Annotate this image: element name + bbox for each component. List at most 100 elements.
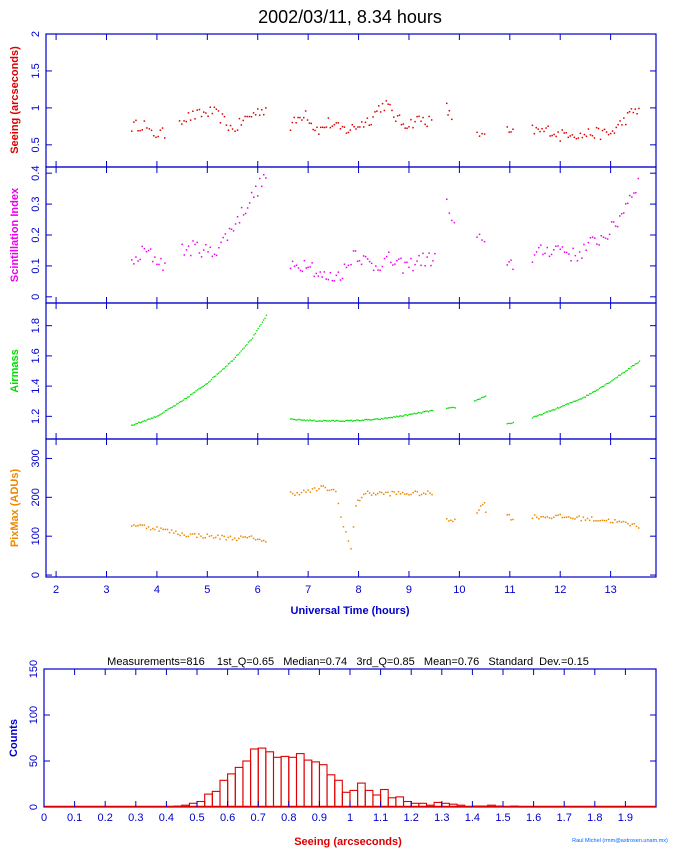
data-point [390, 261, 392, 264]
data-point [364, 255, 367, 258]
data-point [634, 363, 636, 365]
data-point [565, 251, 568, 254]
data-point [263, 319, 265, 321]
data-point [254, 332, 257, 335]
data-point [205, 112, 207, 114]
data-point [184, 398, 186, 400]
hist-bar [311, 761, 321, 808]
data-point [426, 410, 428, 412]
data-point [425, 493, 427, 495]
data-point [637, 362, 639, 364]
data-point [601, 386, 603, 388]
data-point [259, 538, 261, 541]
data-point [563, 251, 566, 253]
data-point [423, 411, 425, 413]
data-point [614, 519, 616, 521]
data-point [303, 419, 305, 421]
data-point [198, 533, 200, 535]
data-point [252, 337, 254, 339]
data-point [343, 420, 345, 423]
data-point [135, 119, 137, 122]
seeing-yticks: 0.5 1 1.5 2 [30, 31, 656, 152]
data-point [156, 415, 158, 418]
data-point [618, 374, 620, 376]
data-point [227, 129, 230, 131]
data-point [213, 253, 216, 255]
data-point [261, 185, 263, 188]
hist-bar [456, 804, 466, 808]
data-point [555, 514, 557, 517]
data-point [584, 396, 587, 398]
data-point [320, 126, 322, 129]
data-point [404, 127, 406, 129]
data-point [181, 532, 183, 534]
data-point [432, 409, 434, 412]
data-point [563, 516, 566, 519]
data-point [541, 128, 543, 130]
data-point [203, 249, 205, 251]
data-point [601, 129, 604, 132]
data-point [191, 393, 193, 395]
data-point [329, 126, 332, 129]
data-point [299, 419, 301, 421]
data-point [583, 243, 585, 246]
data-point [596, 243, 598, 245]
data-point [178, 120, 181, 122]
data-point [396, 415, 398, 417]
data-point [552, 409, 554, 411]
data-point [404, 414, 406, 416]
data-point [409, 413, 411, 415]
data-point [357, 126, 359, 128]
data-point [166, 528, 169, 531]
data-point [389, 103, 391, 106]
hist-bar [257, 747, 267, 808]
data-point [563, 132, 565, 134]
data-point [426, 125, 428, 128]
hist-bar [219, 779, 229, 808]
data-point [370, 123, 372, 126]
data-point [546, 246, 548, 249]
hist-bar [326, 774, 336, 808]
data-point [293, 265, 296, 267]
data-point [397, 491, 400, 493]
hist-bar [280, 755, 290, 808]
data-point [506, 126, 508, 128]
data-point [349, 129, 352, 131]
data-point [402, 415, 405, 417]
data-point [446, 518, 448, 520]
data-point [595, 520, 597, 522]
data-point [598, 244, 600, 246]
time-tick-label: 4 [154, 584, 160, 596]
data-point [181, 400, 183, 402]
data-point [599, 520, 601, 522]
data-point [633, 523, 636, 525]
data-point [382, 418, 384, 420]
hist-bar [479, 805, 489, 808]
data-point [508, 513, 510, 516]
hist-bar [295, 753, 305, 808]
data-point [291, 418, 293, 420]
data-point [198, 252, 201, 254]
data-point [396, 115, 399, 117]
data-point [638, 527, 640, 529]
data-point [613, 132, 616, 134]
data-point [427, 411, 430, 413]
data-point [366, 490, 369, 492]
data-point [189, 119, 192, 121]
data-point [312, 128, 314, 131]
data-point [317, 420, 319, 422]
data-point [410, 118, 412, 121]
data-point [187, 245, 190, 247]
data-point [533, 416, 535, 418]
hist-xtick-label: 1.9 [618, 812, 633, 824]
data-point [345, 266, 348, 269]
scintillation-yticks: 0 0.1 0.2 0.3 0.4 [30, 166, 656, 300]
data-point [429, 410, 431, 412]
data-point [333, 488, 335, 491]
data-point [393, 416, 395, 418]
data-point [170, 529, 173, 531]
data-point [483, 133, 486, 135]
data-point [561, 406, 563, 408]
hist-bar [349, 789, 359, 808]
data-point [325, 126, 328, 128]
